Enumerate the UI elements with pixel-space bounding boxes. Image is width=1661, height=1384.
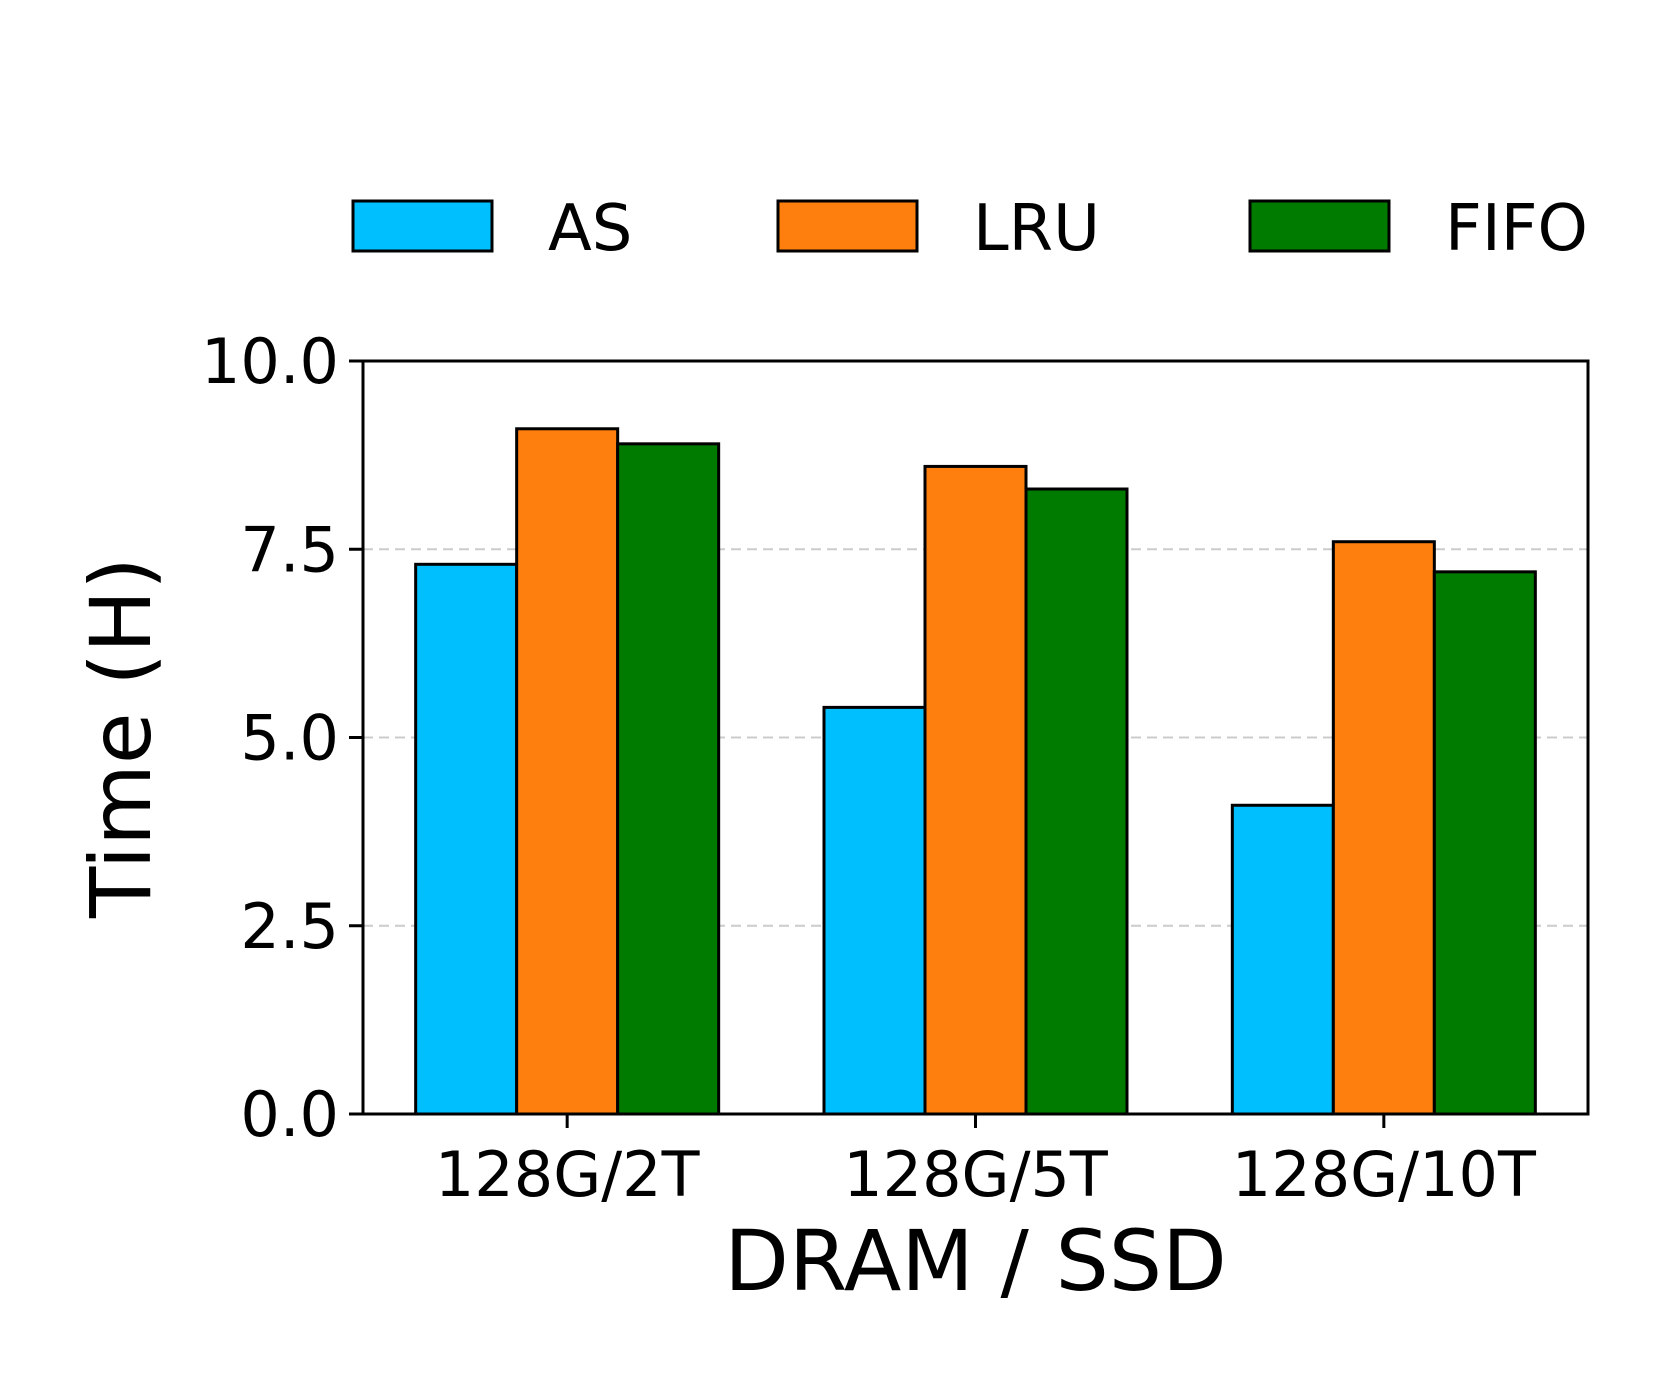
legend-swatch-lru — [776, 199, 919, 253]
legend-label-fifo: FIFO — [1445, 192, 1588, 266]
bar-fifo-1 — [1024, 487, 1129, 1116]
legend-swatch-fifo — [1248, 199, 1391, 253]
bar-fifo-0 — [616, 442, 721, 1116]
x-axis: 128G/2T 128G/5T 128G/10T — [435, 1114, 1537, 1211]
legend: AS LRU FIFO — [351, 192, 1588, 266]
y-tick-label: 0.0 — [240, 1078, 339, 1151]
y-tick-label: 7.5 — [240, 513, 339, 586]
x-axis-title: DRAM / SSD — [724, 1212, 1227, 1310]
y-axis: 0.0 2.5 5.0 7.5 10.0 — [201, 325, 363, 1151]
y-axis-title: Time (H) — [72, 557, 170, 919]
y-tick-label: 5.0 — [240, 702, 339, 775]
bar-lru-2 — [1331, 540, 1436, 1116]
y-tick-label: 10.0 — [201, 325, 339, 398]
bar-lru-0 — [515, 427, 620, 1116]
bar-as-0 — [414, 562, 519, 1116]
bar-fifo-2 — [1432, 570, 1537, 1116]
x-tick-label: 128G/10T — [1232, 1138, 1537, 1211]
bar-as-2 — [1230, 803, 1335, 1116]
bars — [414, 427, 1537, 1116]
y-tick-label: 2.5 — [240, 890, 339, 963]
legend-label-as: AS — [548, 192, 632, 266]
bar-as-1 — [822, 705, 927, 1116]
legend-swatch-as — [351, 199, 494, 253]
bar-lru-1 — [923, 464, 1028, 1116]
legend-label-lru: LRU — [973, 192, 1100, 266]
x-tick-label: 128G/2T — [435, 1138, 701, 1211]
x-tick-label: 128G/5T — [843, 1138, 1109, 1211]
